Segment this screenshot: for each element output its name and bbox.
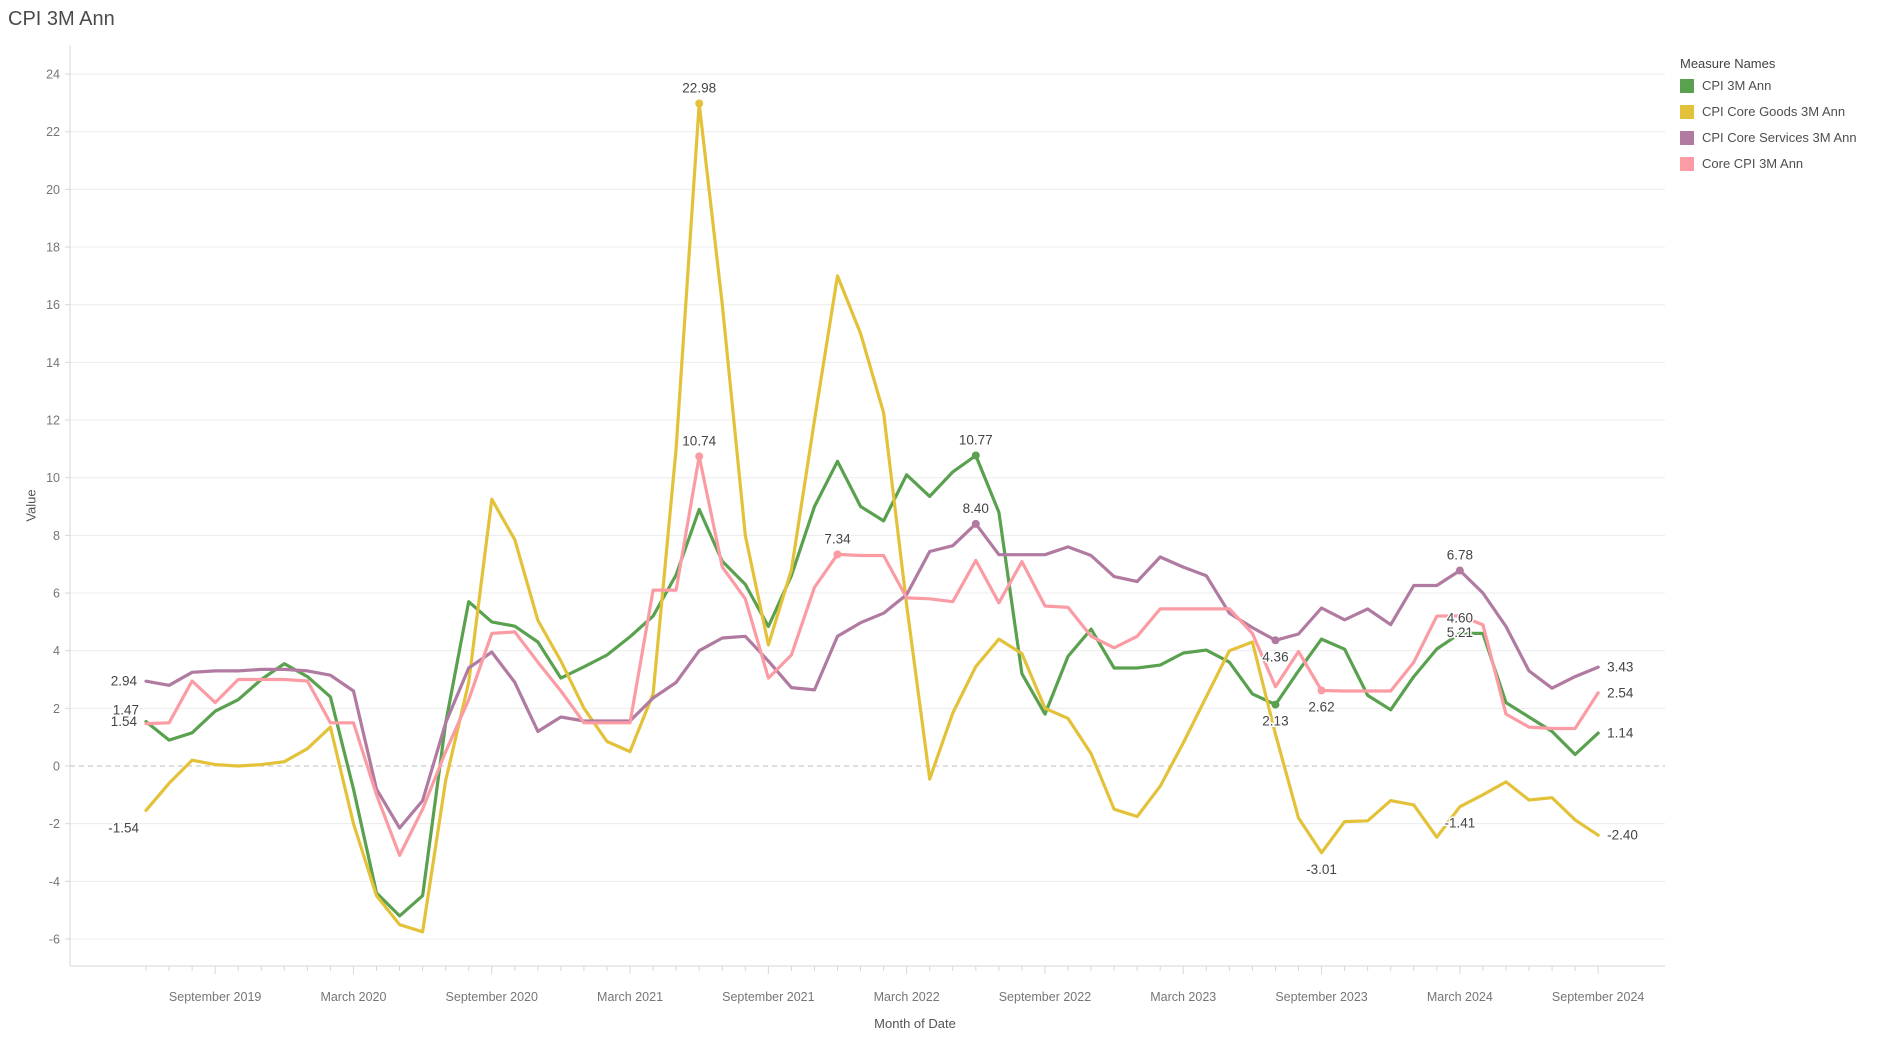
mark-dot[interactable] [833, 550, 842, 559]
legend-item-label: Core CPI 3M Ann [1702, 156, 1804, 171]
x-tick-label: September 2021 [722, 990, 814, 1004]
x-tick-label: March 2021 [597, 990, 663, 1004]
data-label: 4.60 [1447, 610, 1473, 625]
y-tick-label: 10 [46, 471, 60, 485]
legend-item-cpi-3m-ann[interactable]: CPI 3M Ann [1680, 78, 1857, 93]
mark-dot[interactable] [1317, 686, 1326, 695]
y-tick-label: 18 [46, 241, 60, 255]
mark-dot[interactable] [695, 452, 704, 461]
y-tick-label: 2 [53, 702, 60, 716]
data-label: 10.77 [959, 433, 993, 448]
legend-title: Measure Names [1680, 56, 1776, 71]
legend-items: CPI 3M Ann CPI Core Goods 3M Ann CPI Core … [1680, 78, 1857, 171]
y-tick-label: 24 [46, 68, 60, 82]
data-label: 2.13 [1262, 714, 1288, 729]
y-tick-label: 12 [46, 414, 60, 428]
legend-item-label: CPI 3M Ann [1702, 78, 1772, 93]
y-tick-label: 14 [46, 356, 60, 370]
data-label: 1.54 [111, 714, 138, 729]
data-label: 2.94 [111, 674, 138, 689]
data-label: 8.40 [963, 501, 989, 516]
series-line-cpi-core-services-3m-ann[interactable] [144, 522, 1600, 830]
mark-dot[interactable] [1455, 566, 1464, 575]
y-tick-label: 4 [53, 644, 60, 658]
mark-dot[interactable] [971, 519, 980, 528]
y-tick-label: 6 [53, 587, 60, 601]
y-tick-label: -6 [49, 932, 60, 946]
x-tick-label: September 2020 [446, 990, 538, 1004]
data-label: 22.98 [682, 80, 716, 95]
x-tick-label: September 2022 [999, 990, 1091, 1004]
data-label: -2.40 [1607, 828, 1638, 843]
y-tick-label: 20 [46, 183, 60, 197]
series-line-cpi-core-goods-3m-ann[interactable] [144, 101, 1600, 934]
chart-title: CPI 3M Ann [8, 8, 115, 30]
data-label: 6.78 [1447, 548, 1473, 563]
x-tick-label: September 2023 [1275, 990, 1367, 1004]
legend-swatch [1680, 130, 1694, 145]
y-tick-label: 16 [46, 298, 60, 312]
x-tick-label: March 2020 [320, 990, 386, 1004]
mark-dot[interactable] [1271, 700, 1280, 709]
data-label: 1.14 [1607, 726, 1634, 741]
mark-dot[interactable] [695, 99, 704, 108]
x-axis-title: Month of Date [874, 1016, 956, 1031]
y-tick-label: -2 [49, 817, 60, 831]
legend-item-core-cpi-3m-ann[interactable]: Core CPI 3M Ann [1680, 156, 1857, 171]
legend-item-cpi-core-services-3m-ann[interactable]: CPI Core Services 3M Ann [1680, 130, 1857, 145]
x-tick-label: March 2022 [874, 990, 940, 1004]
data-label: -1.41 [1444, 816, 1475, 831]
data-label: 1.47 [113, 703, 139, 718]
x-tick-label: March 2023 [1150, 990, 1216, 1004]
series-line-cpi-3m-ann[interactable] [144, 453, 1600, 918]
legend-swatch [1680, 104, 1694, 119]
legend-item-label: CPI Core Goods 3M Ann [1702, 104, 1846, 119]
legend-swatch [1680, 156, 1694, 171]
data-label: -3.01 [1306, 862, 1337, 877]
y-tick-label: 8 [53, 529, 60, 543]
legend-item-label: CPI Core Services 3M Ann [1702, 130, 1857, 145]
y-tick-label: 0 [53, 760, 60, 774]
legend-item-cpi-core-goods-3m-ann[interactable]: CPI Core Goods 3M Ann [1680, 104, 1857, 119]
series-line-core-cpi-3m-ann[interactable] [144, 454, 1600, 858]
data-label: 4.36 [1262, 649, 1288, 664]
y-tick-label: 22 [46, 125, 60, 139]
x-tick-label: September 2024 [1552, 990, 1644, 1004]
x-tick-label: September 2019 [169, 990, 261, 1004]
y-axis-title: Value [23, 489, 39, 522]
legend-swatch [1680, 78, 1694, 93]
mark-dot[interactable] [1271, 636, 1280, 645]
data-label: -1.54 [108, 820, 139, 835]
data-label: 5.21 [1447, 625, 1473, 640]
data-label: 3.43 [1607, 660, 1633, 675]
mark-dot[interactable] [971, 451, 980, 460]
data-label: 2.54 [1607, 685, 1634, 700]
x-tick-label: March 2024 [1427, 990, 1493, 1004]
y-tick-label: -4 [49, 875, 60, 889]
data-label: 2.62 [1308, 699, 1334, 714]
data-label: 10.74 [682, 433, 716, 448]
data-label: 7.34 [824, 531, 851, 546]
legend: Measure Names CPI 3M Ann CPI Core Goods 3… [1680, 56, 1857, 182]
